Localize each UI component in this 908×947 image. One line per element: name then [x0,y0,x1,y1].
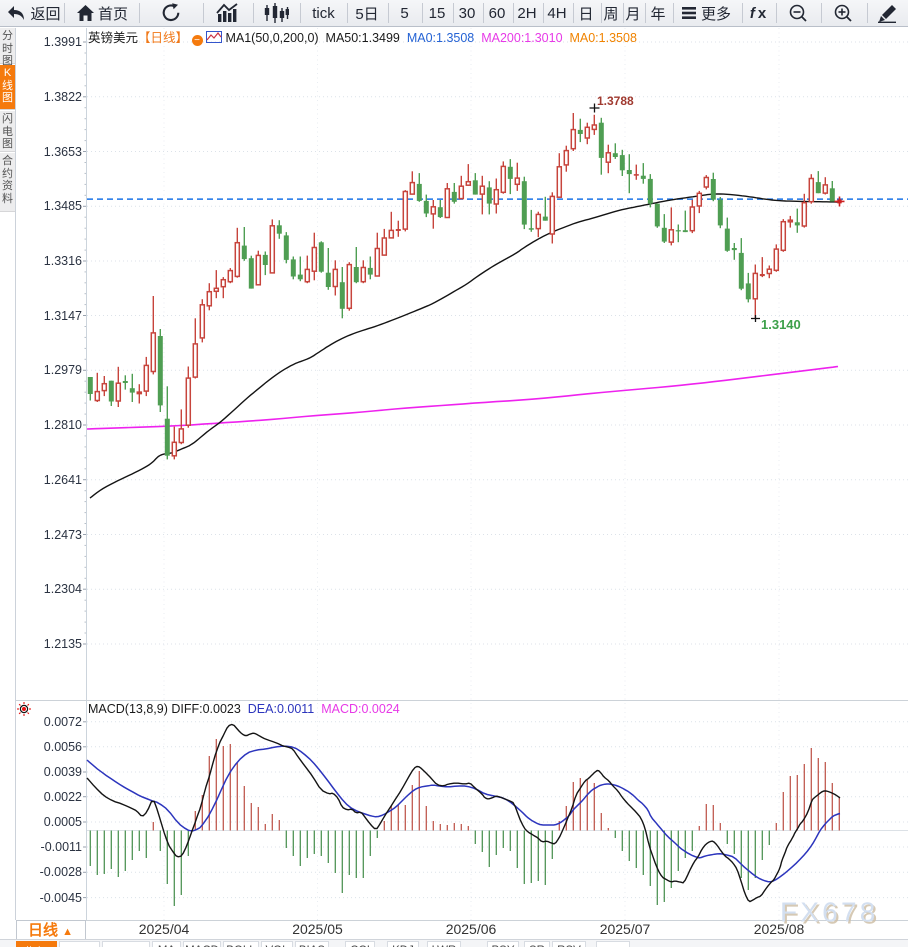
svg-text:1.3788: 1.3788 [597,94,634,108]
svg-text:1.3140: 1.3140 [761,317,801,332]
svg-text:FX678: FX678 [782,899,881,930]
svg-text:FX678: FX678 [780,897,879,928]
